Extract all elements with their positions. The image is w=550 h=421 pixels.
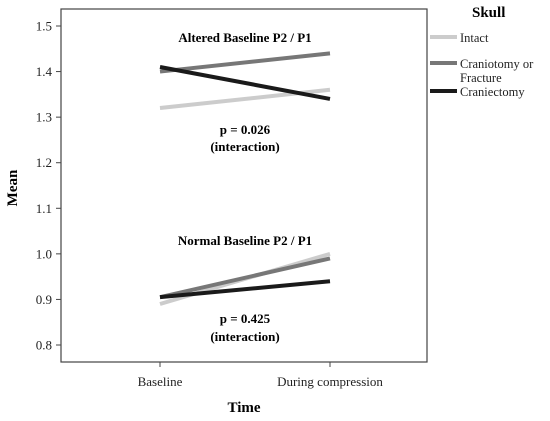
y-tick-label: 1.5 — [36, 19, 52, 34]
legend-title: Skull — [472, 5, 505, 21]
series-line-craniectomy-panel-2 — [159, 279, 331, 300]
x-tick-label: Baseline — [138, 374, 183, 389]
p-value-label: p = 0.425 — [220, 311, 271, 326]
plot-frame — [60, 8, 428, 363]
y-tick-label: 1.3 — [36, 110, 52, 125]
legend: Skull Intact Craniotomy orFractureCraniec… — [430, 5, 534, 99]
y-axis-title: Mean — [5, 169, 21, 206]
series-line-craniectomy-panel-1 — [159, 65, 331, 101]
legend-label: Craniectomy — [460, 85, 525, 99]
y-axis: 0.8 0.9 1.0 1.1 1.2 1.3 1.4 1.5 — [36, 19, 61, 353]
legend-label: Fracture — [460, 71, 502, 85]
series-line-craniotomy-or-fracture-panel-2 — [159, 256, 331, 300]
y-tick-label: 1.1 — [36, 201, 52, 216]
y-tick-label: 1.2 — [36, 155, 52, 170]
legend-label: Intact — [460, 31, 489, 45]
y-tick-label: 0.9 — [36, 292, 52, 307]
p-value-label: p = 0.026 — [220, 122, 271, 137]
y-tick-label: 1.0 — [36, 246, 52, 261]
x-axis: Baseline During compression — [138, 362, 383, 389]
interaction-note: (interaction) — [210, 329, 279, 344]
series-line-craniotomy-or-fracture-panel-1 — [159, 51, 331, 74]
panel-heading: Normal Baseline P2 / P1 — [178, 233, 312, 248]
x-axis-title: Time — [227, 400, 260, 416]
x-tick-label: During compression — [277, 374, 383, 389]
panel-annotations: Altered Baseline P2 / P1 p = 0.026 (intera… — [178, 30, 312, 344]
y-tick-label: 1.4 — [36, 64, 53, 79]
panel-heading: Altered Baseline P2 / P1 — [178, 30, 311, 45]
interaction-note: (interaction) — [210, 139, 279, 154]
series-layer — [159, 51, 331, 306]
y-tick-label: 0.8 — [36, 338, 52, 353]
legend-label: Craniotomy or — [460, 57, 534, 71]
